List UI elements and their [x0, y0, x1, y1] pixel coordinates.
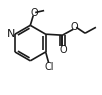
Text: N: N: [7, 29, 16, 39]
Text: O: O: [30, 8, 38, 18]
Text: O: O: [60, 45, 67, 55]
Text: O: O: [71, 22, 79, 32]
Text: Cl: Cl: [45, 62, 54, 72]
